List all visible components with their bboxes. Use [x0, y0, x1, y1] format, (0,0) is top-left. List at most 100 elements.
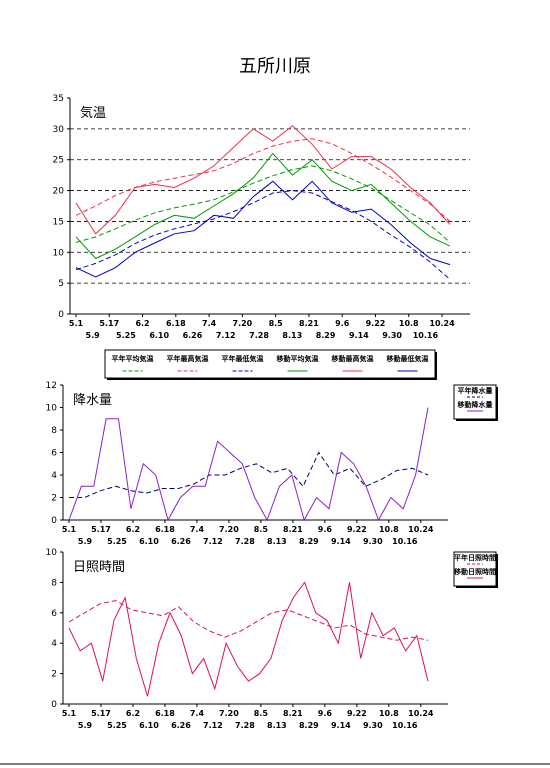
x-tick-label: 9.22 [347, 709, 367, 718]
x-tick-label: 5.25 [116, 331, 136, 340]
y-tick-label: 15 [53, 217, 64, 227]
legend-box [453, 551, 497, 587]
x-tick-label: 8.5 [269, 319, 284, 328]
y-tick-label: 2 [51, 494, 57, 504]
y-tick-label: 8 [51, 426, 57, 436]
x-tick-label: 8.21 [283, 525, 303, 534]
x-tick-label: 8.29 [299, 721, 319, 730]
x-tick-label: 8.5 [254, 525, 269, 534]
precip-chart: 0 2 4 6 8 10 12 5.1 5.17 6.2 6.18 7.4 7.20 8.5 8.21 9.6… [46, 381, 498, 546]
legend-box [453, 384, 497, 420]
y-tick-label: 0 [51, 700, 57, 710]
x-tick-label: 7.12 [203, 721, 223, 730]
x-tick-label: 6.18 [166, 319, 186, 328]
x-tick-label: 9.6 [318, 709, 333, 718]
x-tick-label: 9.14 [349, 331, 369, 340]
x-tick-label: 6.10 [149, 331, 169, 340]
x-tick-label: 10.24 [408, 525, 434, 534]
y-tick-label: 5 [58, 279, 64, 289]
x-tick-label: 5.9 [78, 721, 93, 730]
legend-label: 移動最低気温 [387, 354, 429, 363]
x-tick-label: 6.26 [171, 537, 191, 546]
x-tick-label: 5.1 [69, 319, 84, 328]
series-line [68, 600, 429, 641]
x-tick-label: 7.12 [216, 331, 236, 340]
x-tick-label: 7.4 [202, 319, 217, 328]
legend-label: 移動平均気温 [277, 354, 319, 363]
y-tick-label: 10 [46, 404, 58, 414]
series-line [75, 138, 451, 222]
x-tick-label: 5.1 [62, 525, 77, 534]
page-title: 五所川原 [239, 56, 311, 77]
y-tick-label: 0 [51, 516, 57, 526]
x-tick-label: 7.12 [203, 537, 223, 546]
x-tick-label: 10.16 [413, 331, 439, 340]
series-line [68, 407, 429, 522]
x-tick-label: 5.17 [91, 709, 111, 718]
x-tick-label: 5.25 [107, 537, 127, 546]
x-tick-label: 7.28 [249, 331, 269, 340]
series-line [68, 581, 429, 697]
x-tick-label: 10.24 [408, 709, 434, 718]
x-tick-label: 6.2 [126, 525, 140, 534]
y-tick-label: 35 [53, 94, 64, 104]
legend-box [104, 349, 436, 379]
x-tick-label: 7.20 [219, 525, 239, 534]
x-tick-label: 5.25 [107, 721, 127, 730]
y-tick-label: 10 [46, 548, 58, 558]
x-tick-label: 7.20 [233, 319, 253, 328]
y-tick-label: 20 [53, 187, 65, 197]
series-line [75, 152, 451, 260]
y-tick-label: 6 [51, 609, 57, 619]
series-line [75, 180, 451, 278]
series-line [69, 451, 429, 498]
sun-chart: 0 2 4 6 8 10 5.1 5.17 6.2 6.18 7.4 7.20 8.5 8.21 9.6 9.… [46, 548, 498, 730]
legend-label: 平年平均気温 [112, 354, 154, 363]
x-tick-label: 7.4 [190, 525, 205, 534]
x-tick-label: 9.30 [382, 331, 402, 340]
legend-label: 平年日照時間 [454, 553, 496, 562]
x-tick-label: 10.16 [392, 721, 418, 730]
x-tick-label: 5.17 [99, 319, 119, 328]
y-tick-label: 30 [53, 125, 65, 135]
panel-title: 降水量 [73, 393, 112, 408]
x-tick-label: 8.13 [267, 537, 287, 546]
x-tick-label: 5.9 [78, 537, 93, 546]
x-tick-label: 10.8 [399, 319, 419, 328]
x-tick-label: 6.2 [135, 319, 149, 328]
x-tick-label: 6.10 [139, 721, 159, 730]
x-tick-label: 8.29 [316, 331, 336, 340]
series-line [75, 190, 451, 280]
panel-title: 日照時間 [73, 560, 125, 575]
x-tick-label: 7.28 [235, 537, 255, 546]
x-tick-label: 8.5 [254, 709, 269, 718]
x-tick-label: 6.18 [155, 525, 175, 534]
y-tick-label: 4 [51, 471, 57, 481]
legend-label: 移動降水量 [458, 400, 493, 409]
x-tick-label: 10.24 [429, 319, 455, 328]
y-tick-label: 0 [58, 310, 64, 320]
x-tick-label: 7.4 [190, 709, 205, 718]
x-tick-label: 10.16 [392, 537, 418, 546]
legend-label: 平年最高気温 [167, 354, 209, 363]
y-tick-label: 25 [53, 156, 64, 166]
y-tick-label: 8 [51, 578, 57, 588]
x-tick-label: 8.21 [283, 709, 303, 718]
y-tick-label: 12 [46, 381, 57, 391]
x-tick-label: 8.21 [299, 319, 319, 328]
x-tick-label: 6.26 [183, 331, 203, 340]
x-tick-label: 9.22 [366, 319, 386, 328]
x-tick-label: 8.29 [299, 537, 319, 546]
x-tick-label: 5.17 [91, 525, 111, 534]
x-tick-label: 8.13 [282, 331, 302, 340]
panel-title: 気温 [80, 105, 106, 121]
x-tick-label: 9.30 [363, 537, 383, 546]
legend-label: 移動日照時間 [454, 567, 496, 576]
series-line [75, 125, 451, 235]
y-tick-label: 4 [51, 639, 57, 649]
x-tick-label: 8.13 [267, 721, 287, 730]
x-tick-label: 6.18 [155, 709, 175, 718]
x-tick-label: 10.8 [379, 709, 399, 718]
x-tick-label: 6.26 [171, 721, 191, 730]
